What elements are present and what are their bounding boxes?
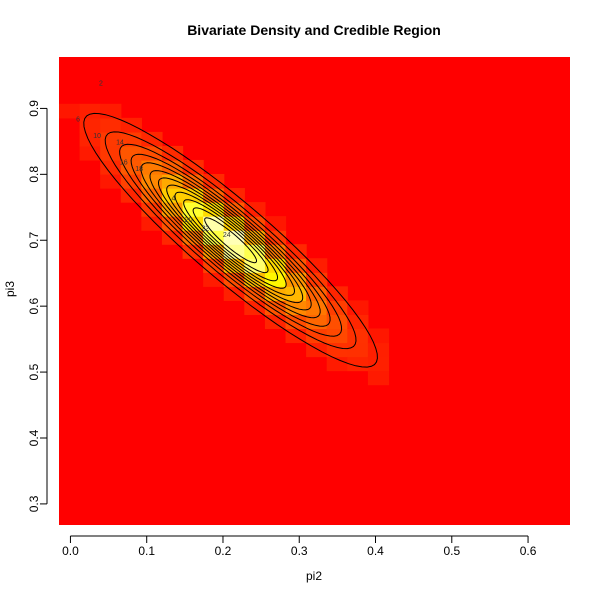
heatmap-cell [264, 272, 287, 287]
heatmap-cell [264, 216, 287, 231]
heatmap-cell [79, 145, 101, 161]
heatmap-cell [306, 258, 328, 273]
y-tick-label: 0.5 [27, 363, 41, 380]
x-tick-label: 0.4 [367, 544, 384, 558]
contour-label: 22 [202, 225, 210, 232]
contour-line [83, 112, 378, 368]
x-tick-label: 0.2 [215, 544, 232, 558]
contour-line [204, 217, 257, 264]
chart-title: Bivariate Density and Credible Region [187, 22, 441, 38]
contour-line [166, 184, 296, 296]
y-tick-label: 0.4 [27, 429, 41, 446]
heatmap-cell [79, 117, 101, 133]
contour-label: 18 [135, 166, 143, 173]
contour-line [119, 143, 343, 337]
x-tick-label: 0.0 [62, 544, 79, 558]
heatmap-cell [223, 272, 245, 287]
x-axis-label: pi2 [306, 569, 322, 583]
heatmap-cell [285, 244, 307, 259]
heatmap-cell [285, 272, 307, 287]
heatmap-cell [79, 103, 101, 119]
heatmap-cell [182, 216, 204, 231]
heatmap-cell [367, 328, 390, 344]
heatmap-cell [347, 300, 369, 315]
contour-label: 10 [93, 133, 101, 140]
heatmap-cell [120, 159, 142, 175]
heatmap-cell [223, 230, 245, 245]
y-tick-label: 0.8 [27, 166, 41, 183]
heatmap-cell [264, 300, 287, 315]
contour-line [183, 199, 278, 282]
contour-label: 20 [185, 217, 193, 224]
contour-line [192, 207, 269, 274]
heatmap-cell [285, 286, 307, 301]
x-tick-label: 0.5 [443, 544, 460, 558]
heatmap-cell [264, 314, 287, 330]
contour-labels: 2 6 10 14 16 18 4 20 22 24 [76, 80, 231, 239]
y-tick-label: 0.3 [27, 495, 41, 512]
y-tick-label: 0.7 [27, 232, 41, 249]
contour-label: 14 [116, 140, 124, 147]
heatmap-cells [59, 57, 570, 525]
heatmap-cell [141, 159, 163, 175]
heatmap-cell [182, 159, 204, 175]
heatmap-cell [367, 370, 390, 386]
contour-label: 6 [76, 117, 80, 124]
y-axis-label: pi3 [3, 281, 17, 297]
heatmap-cell [161, 230, 184, 245]
contour-label: 16 [120, 159, 128, 166]
heatmap-cell [347, 342, 369, 358]
heatmap-cell [141, 131, 163, 147]
contour-label: 4 [171, 196, 175, 203]
heatmap-cell [100, 174, 122, 189]
heatmap-cell [79, 131, 101, 147]
heatmap-cell [182, 174, 204, 189]
heatmap-cell [120, 174, 142, 189]
heatmap-cell [306, 286, 328, 301]
heatmap-cell [161, 145, 184, 161]
y-tick-label: 0.9 [27, 100, 41, 117]
heatmap-cell [203, 258, 225, 273]
heatmap-cell [141, 216, 163, 231]
contour-line [140, 162, 321, 319]
x-tick-label: 0.6 [520, 544, 537, 558]
heatmap-cell [326, 356, 348, 372]
heatmap-cell [100, 145, 122, 161]
x-tick-label: 0.1 [138, 544, 155, 558]
contour-line [149, 170, 312, 311]
heatmap-cell [100, 117, 122, 133]
heatmap-cell [59, 103, 81, 119]
heatmap-cell [120, 145, 142, 161]
heatmap-cell [326, 314, 348, 330]
heatmap-cell [347, 314, 369, 330]
axes: 0.0 0.1 0.2 0.3 0.4 0.5 0.6 0.3 0.4 0.5 0.6 0.7 0.8 0… [27, 100, 537, 558]
heatmap-cell [285, 258, 307, 273]
contour-line [130, 153, 331, 327]
contour-lines [83, 112, 378, 368]
heatmap-cell [161, 202, 184, 217]
heatmap-cell [347, 328, 369, 344]
heatmap-cell [120, 131, 142, 147]
contour-line [174, 191, 287, 289]
heatmap-cell [223, 188, 245, 203]
contour-line [157, 177, 304, 304]
heatmap-cell [326, 300, 348, 315]
heatmap-cell [203, 174, 225, 189]
contour-label: 2 [99, 80, 103, 87]
heatmap-cell [306, 328, 328, 344]
heatmap-cell [367, 342, 390, 358]
heatmap-cell [100, 159, 122, 175]
heatmap-cell [141, 145, 163, 161]
contour-line [104, 131, 357, 350]
x-tick-label: 0.3 [291, 544, 308, 558]
heatmap-cell [203, 272, 225, 287]
heatmap-cell [367, 356, 390, 372]
heatmap-cell [347, 356, 369, 372]
contour-label: 24 [223, 232, 231, 239]
y-tick-label: 0.6 [27, 298, 41, 315]
heatmap-cell [285, 300, 307, 315]
heatmap-cell [244, 258, 266, 273]
